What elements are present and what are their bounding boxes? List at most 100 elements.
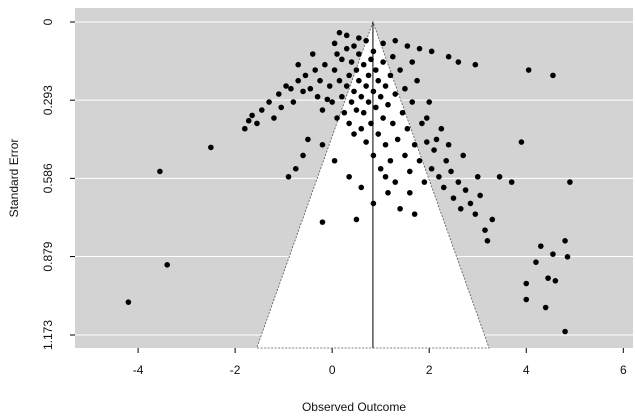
data-point <box>375 77 382 84</box>
data-point <box>443 157 449 164</box>
data-point <box>324 96 331 103</box>
y-tick-label: 0 <box>41 18 55 25</box>
data-point <box>336 77 343 84</box>
data-point <box>288 85 294 92</box>
x-tick-label: 0 <box>329 363 336 377</box>
data-point <box>562 238 568 244</box>
y-tick-label: 0.586 <box>41 163 55 193</box>
y-tick-label: 0.879 <box>41 241 55 271</box>
data-point <box>259 107 265 113</box>
data-point <box>370 88 377 95</box>
data-point <box>368 56 374 63</box>
x-axis: -4 -2 0 2 4 6 <box>133 348 627 377</box>
data-point <box>445 53 452 60</box>
data-point <box>533 259 539 265</box>
data-point <box>271 115 277 121</box>
data-point <box>356 35 362 41</box>
data-point <box>431 147 437 153</box>
data-point <box>343 45 350 52</box>
data-point <box>404 43 411 49</box>
data-point <box>390 53 396 60</box>
data-point <box>348 59 355 65</box>
data-point <box>356 77 362 84</box>
data-point <box>484 238 491 244</box>
data-point <box>407 168 413 175</box>
x-tick-label: 4 <box>523 363 530 377</box>
data-point <box>404 125 411 132</box>
data-point <box>370 200 377 207</box>
data-point <box>295 77 302 84</box>
data-point <box>564 254 571 260</box>
data-point <box>472 211 479 217</box>
data-point <box>436 173 442 180</box>
data-point <box>157 168 163 175</box>
data-point <box>254 120 260 127</box>
data-point <box>377 165 384 172</box>
y-axis-title: Standard Error <box>7 139 21 218</box>
data-point <box>457 205 464 212</box>
data-point <box>428 48 435 55</box>
data-point <box>346 120 352 127</box>
data-point <box>348 99 355 105</box>
data-point <box>392 179 399 185</box>
data-point <box>363 83 369 89</box>
data-point <box>314 93 321 100</box>
data-point <box>562 328 568 335</box>
data-point <box>283 83 289 89</box>
data-point <box>339 93 345 100</box>
data-point <box>351 43 357 49</box>
data-point <box>300 152 306 159</box>
data-point <box>242 125 248 132</box>
data-point <box>319 141 326 148</box>
data-point <box>300 88 306 95</box>
data-point <box>550 251 556 257</box>
data-point <box>358 93 365 100</box>
data-point <box>373 67 379 73</box>
data-point <box>518 139 525 145</box>
data-point <box>467 200 474 207</box>
data-point <box>365 99 372 105</box>
data-point <box>382 173 389 180</box>
data-point <box>472 61 479 68</box>
data-point <box>419 120 425 127</box>
data-point <box>421 179 428 185</box>
data-point <box>363 139 369 145</box>
data-point <box>353 107 360 113</box>
data-point <box>523 280 530 287</box>
data-point <box>416 45 423 52</box>
data-point <box>295 61 302 68</box>
data-point <box>445 141 452 148</box>
data-point <box>278 104 285 111</box>
data-point <box>426 99 433 105</box>
data-point <box>353 216 360 223</box>
data-point <box>360 61 367 68</box>
data-point <box>334 115 340 121</box>
data-point <box>402 152 408 159</box>
data-point <box>164 262 170 268</box>
data-point <box>542 304 549 311</box>
data-point <box>409 99 416 105</box>
data-point <box>368 120 374 127</box>
data-point <box>373 104 379 111</box>
data-point <box>302 72 309 79</box>
data-point <box>462 187 469 193</box>
data-point <box>407 189 413 196</box>
data-point <box>346 72 352 79</box>
data-point <box>390 120 396 127</box>
data-point <box>380 40 386 47</box>
data-point <box>508 179 515 185</box>
data-point <box>305 136 311 143</box>
x-tick-label: 2 <box>426 363 433 377</box>
data-point <box>331 67 338 73</box>
data-point <box>433 136 440 143</box>
data-point <box>423 139 430 145</box>
data-point <box>322 61 328 68</box>
data-point <box>538 243 544 249</box>
x-tick-label: -4 <box>133 363 144 377</box>
data-point <box>397 67 403 73</box>
data-point <box>363 37 369 44</box>
data-point <box>343 32 350 39</box>
data-point <box>423 115 430 121</box>
data-point <box>290 99 297 105</box>
